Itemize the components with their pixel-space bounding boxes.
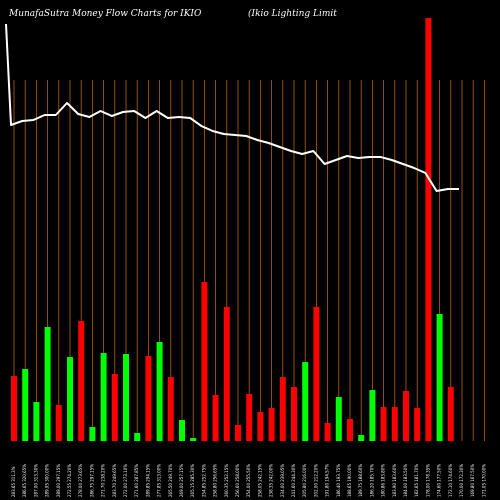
x-tick-label: 189.75 188.60% — [358, 464, 363, 497]
x-tick-label: 278.00 273.65% — [78, 464, 83, 497]
money-flow-bars — [11, 18, 454, 441]
x-tick-label: 234.00 239.05% — [280, 464, 285, 497]
x-tick-label: 172.10 174.60% — [448, 464, 453, 497]
x-tick-label: 271.70 238.20% — [101, 464, 106, 497]
x-tick-label: 272.00 273.10% — [123, 464, 128, 497]
x-tick-label: 260.35 252.15% — [224, 464, 229, 497]
money-flow-bar — [403, 391, 409, 441]
money-flow-bar — [447, 387, 454, 441]
x-tick-label: 269.00 257.15% — [179, 464, 184, 497]
x-tick-label: 170.00 172.30% — [459, 464, 464, 497]
money-flow-bar — [167, 377, 174, 441]
price-line — [5, 23, 459, 192]
x-tick-label: 174.60 177.50% — [437, 464, 442, 497]
x-tick-label: 258.80 256.65% — [213, 464, 218, 497]
money-flow-bar — [179, 420, 185, 441]
money-flow-bar — [11, 376, 17, 441]
money-flow-bar — [78, 321, 85, 441]
money-flow-bar — [436, 314, 443, 441]
money-flow-bar — [156, 342, 163, 441]
money-flow-bar — [380, 407, 387, 441]
x-tick-label: 289.85 294.15% — [145, 464, 150, 497]
money-flow-bar — [22, 369, 29, 441]
money-flow-bar — [201, 282, 208, 441]
money-flow-bar — [391, 407, 398, 441]
money-flow-bar — [347, 419, 353, 441]
company-name: (Ikio Lighting Limit — [248, 8, 337, 19]
money-flow-bar — [425, 18, 432, 441]
x-tick-label: 202.00 212.20% — [313, 464, 318, 497]
x-tick-label: 283.70 249.65% — [112, 464, 117, 497]
x-tick-label: 182.65 181.70% — [414, 464, 419, 497]
money-flow-bar — [358, 435, 365, 441]
money-flow-bar — [100, 353, 107, 441]
money-flow-bar — [279, 377, 286, 441]
x-tick-label: 258.05 242.15% — [257, 464, 262, 497]
x-tick-label: 238.35 242.00% — [269, 464, 274, 497]
money-flow-bar — [89, 427, 96, 441]
x-tick-label: 289.95 300.00% — [45, 464, 50, 497]
money-flow-bar — [246, 394, 253, 441]
x-tick-label: 271.60 287.85% — [134, 464, 139, 497]
money-flow-bar — [335, 397, 342, 441]
money-flow-bar — [111, 374, 118, 441]
money-flow-bar — [55, 405, 62, 441]
x-tick-label: 171.05 170.00% — [481, 464, 486, 497]
x-tick-label: 265.15 285.30% — [190, 464, 195, 497]
x-tick-label: 180.86 183.80% — [381, 464, 386, 497]
x-tick-label: 186.40 193.75% — [336, 464, 341, 497]
money-flow-bar — [123, 354, 129, 441]
x-tick-label: 272.55 274.20% — [67, 464, 72, 497]
x-tick-labels: 283.65 311.3% 286.65 320.65% 287.00 313.30… — [11, 464, 486, 497]
money-flow-bar — [257, 412, 264, 441]
x-tick-label: 178.00 178.35% — [425, 464, 430, 497]
x-tick-label: 169.80 167.50% — [470, 464, 475, 497]
money-flow-bar — [145, 356, 152, 441]
chart-title: MunafaSutra Money Flow Charts for IKIO — [8, 9, 202, 19]
x-tick-label: 289.00 297.15% — [56, 464, 61, 497]
x-tick-label: 205.80 216.00% — [302, 464, 307, 497]
x-tick-label: 277.85 313.00% — [157, 464, 162, 497]
x-tick-label: 188.65 190.00% — [347, 464, 352, 497]
x-tick-label: 265.50 249.70% — [168, 464, 173, 497]
x-tick-label: 287.00 313.30% — [33, 464, 38, 497]
money-flow-bar — [324, 423, 331, 441]
money-flow-bar — [291, 387, 297, 441]
money-flow-bar — [33, 402, 40, 441]
money-flow-bar — [223, 307, 230, 441]
x-tick-label: 184.00 183.50% — [403, 464, 408, 497]
money-flow-bar — [313, 307, 320, 441]
money-flow-bar — [369, 390, 376, 441]
money-flow-bar — [67, 357, 73, 441]
money-flow-bar — [414, 408, 421, 441]
x-tick-label: 286.65 320.65% — [22, 464, 27, 497]
x-tick-label: 286.75 297.15% — [89, 464, 94, 497]
x-tick-label: 283.65 311.3% — [11, 466, 16, 497]
money-flow-bar — [268, 408, 275, 441]
money-flow-bar — [44, 327, 51, 441]
x-tick-label: 186.20 185.70% — [369, 464, 374, 497]
x-tick-label: 254.85 252.75% — [201, 464, 206, 497]
money-flow-bar — [235, 425, 241, 441]
x-tick-label: 183.90 183.60% — [392, 464, 397, 497]
x-tick-label: 241.60 244.30% — [291, 464, 296, 497]
money-flow-bar — [190, 438, 197, 441]
money-flow-bar — [212, 395, 219, 441]
x-tick-label: 256.60 258.00% — [235, 464, 240, 497]
price-line-group — [5, 23, 459, 192]
x-tick-label: 191.80 194.57% — [325, 464, 330, 497]
x-tick-label: 254.00 255.50% — [246, 464, 251, 497]
money-flow-bar — [302, 362, 309, 441]
money-flow-bar — [134, 433, 141, 441]
